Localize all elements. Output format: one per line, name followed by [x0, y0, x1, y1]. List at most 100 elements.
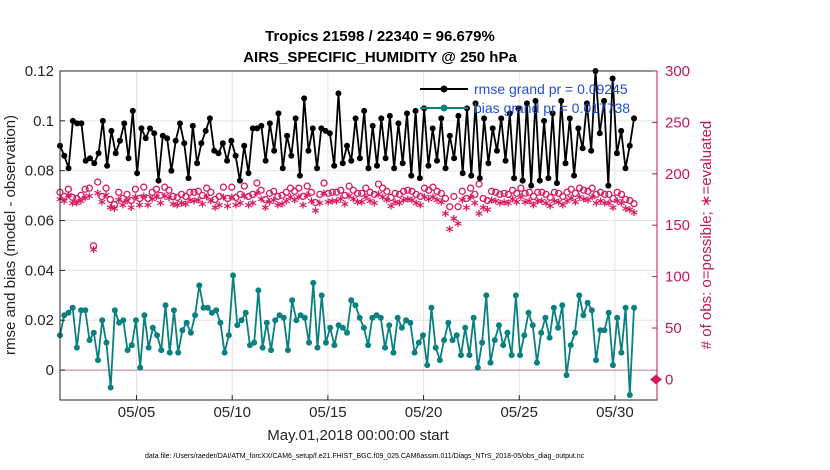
evaluated-obs-point: * [261, 201, 269, 219]
evaluated-obs-point: * [245, 199, 253, 217]
bias-point [145, 344, 152, 351]
evaluated-obs-point: * [538, 195, 546, 213]
evaluated-obs-point: * [542, 197, 550, 215]
rmse-point [228, 137, 235, 144]
rmse-point [618, 127, 625, 134]
bias-point [327, 324, 334, 331]
rmse-point [176, 120, 183, 127]
rmse-point [275, 110, 282, 117]
possible-obs-point [500, 189, 508, 197]
bias-point [322, 339, 329, 346]
rmse-point [352, 115, 359, 122]
bias-point [474, 364, 481, 371]
evaluated-obs-point: * [165, 192, 173, 210]
bias-point [234, 322, 241, 329]
rmse-point [61, 152, 68, 159]
evaluated-obs-point: * [546, 200, 554, 218]
bias-point [192, 312, 199, 319]
rmse-point [146, 125, 153, 132]
possible-obs-point [77, 191, 85, 200]
evaluated-obs-point: * [458, 194, 466, 212]
bias-point [453, 332, 460, 339]
evaluated-obs-point: * [416, 199, 424, 217]
rmse-point [219, 140, 226, 147]
possible-obs-point [119, 194, 127, 203]
rmse-point [189, 122, 196, 129]
evaluated-obs-point: * [475, 207, 483, 225]
bias-point [436, 357, 443, 364]
evaluated-obs-point: * [341, 198, 349, 216]
evaluated-obs-point: * [366, 195, 374, 213]
bias-point [576, 292, 583, 299]
possible-obs-point [374, 180, 383, 188]
possible-obs-point [567, 185, 575, 193]
rmse-point [583, 100, 590, 107]
possible-obs-point [240, 182, 249, 190]
rmse-point [549, 110, 556, 117]
evaluated-obs-point: * [203, 190, 211, 208]
possible-obs-point [316, 190, 324, 199]
bias-point [500, 342, 507, 349]
bias-point [158, 347, 165, 354]
possible-obs-point [253, 179, 261, 187]
rmse-point [562, 160, 569, 167]
possible-obs-point [324, 189, 332, 197]
evaluated-obs-point: * [98, 196, 106, 214]
bias-point [588, 307, 595, 314]
bias-point [626, 392, 633, 399]
bias-point [466, 352, 473, 359]
y-right-tick-label: 250 [665, 114, 690, 131]
evaluated-obs-point: * [626, 203, 634, 221]
rmse-point [545, 175, 552, 182]
bias-point [550, 304, 557, 311]
bias-point [132, 317, 139, 324]
possible-obs-point [131, 185, 140, 193]
evaluated-obs-point: * [496, 197, 504, 215]
rmse-point [575, 125, 582, 132]
rmse-point [558, 97, 565, 104]
bias-point [344, 329, 351, 336]
evaluated-obs-point: * [509, 193, 517, 211]
bias-point [318, 292, 325, 299]
evaluated-obs-point: * [249, 197, 257, 215]
evaluated-obs-point: * [567, 192, 575, 210]
possible-obs-point [429, 183, 437, 191]
possible-obs-point [194, 187, 202, 195]
rmse-point [442, 165, 449, 172]
y-right-tick-label: 0 [665, 371, 673, 388]
evaluated-obs-point: * [161, 189, 169, 207]
rmse-point [206, 115, 213, 122]
possible-obs-point [475, 180, 483, 188]
possible-obs-point [123, 190, 131, 199]
bias-point [352, 302, 359, 309]
bias-point [310, 279, 317, 286]
footnote: data file: /Users/raeder/DAI/ATM_forcXX/… [145, 453, 585, 460]
rmse-point [374, 162, 381, 169]
bias-point [280, 314, 287, 321]
possible-obs-point [596, 188, 605, 196]
rmse-point [314, 165, 321, 172]
bias-point [546, 334, 553, 341]
evaluated-obs-point: * [224, 200, 232, 218]
rmse-point [609, 75, 616, 82]
x-tick-label: 05/30 [596, 404, 634, 421]
rmse-point [74, 120, 81, 127]
evaluated-obs-point: * [500, 196, 508, 214]
possible-obs-point [559, 192, 567, 201]
evaluated-obs-point: * [387, 200, 395, 218]
evaluated-obs-point: * [580, 193, 588, 211]
bias-point [601, 327, 608, 334]
bias-point [259, 344, 266, 351]
bias-point [424, 362, 431, 369]
possible-obs-point [282, 188, 290, 196]
rmse-point [553, 180, 560, 187]
rmse-point [112, 150, 119, 157]
evaluated-obs-point: * [219, 190, 227, 208]
bias-point [331, 342, 338, 349]
evaluated-obs-point: * [131, 190, 139, 208]
possible-obs-point [492, 188, 500, 196]
evaluated-obs-point: * [433, 194, 441, 212]
evaluated-obs-point: * [362, 190, 370, 208]
possible-obs-point [249, 190, 257, 199]
evaluated-obs-point: * [207, 195, 215, 213]
